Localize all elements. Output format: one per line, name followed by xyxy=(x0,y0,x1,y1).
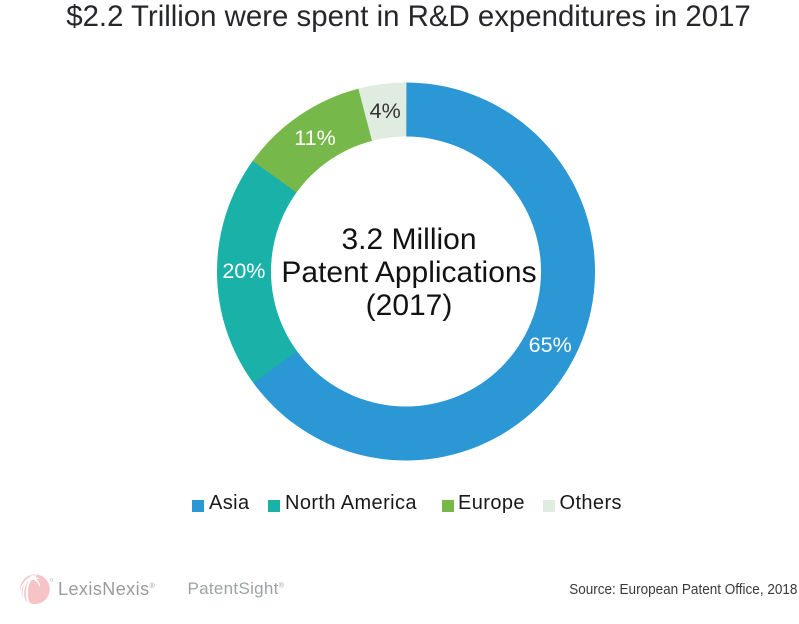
svg-text:11%: 11% xyxy=(294,126,335,150)
svg-text:65%: 65% xyxy=(529,333,572,357)
svg-text:4%: 4% xyxy=(370,99,401,123)
svg-text:20%: 20% xyxy=(222,259,265,283)
